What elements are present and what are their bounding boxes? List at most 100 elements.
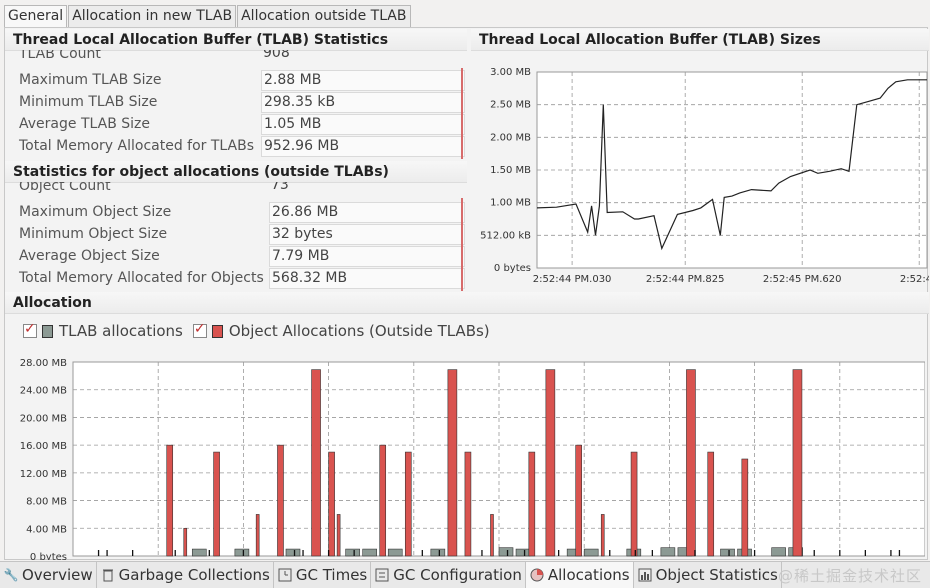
stat-value: 298.35 kB <box>261 92 465 113</box>
y-tick-label: 4.00 MB <box>26 524 67 535</box>
tab-label: Garbage Collections <box>118 566 270 584</box>
stat-value: 7.79 MB <box>269 246 465 267</box>
stat-value: 26.86 MB <box>269 202 465 223</box>
object-alloc-bar <box>741 458 749 557</box>
pie-icon <box>530 568 544 582</box>
tab-gc-times[interactable]: GC Times <box>274 562 372 588</box>
tab-allocation-outside-tlab[interactable]: Allocation outside TLAB <box>237 5 411 27</box>
tab-allocations[interactable]: Allocations <box>525 562 634 588</box>
tab-label: GC Configuration <box>393 566 522 584</box>
object-alloc-bar <box>328 451 335 557</box>
tab-label: Overview <box>22 566 93 584</box>
tlab-bar <box>515 548 531 557</box>
bottom-tab-bar: 🔧 Overview Garbage Collections GC Times … <box>0 561 930 588</box>
tab-general[interactable]: General <box>4 5 68 27</box>
stat-label: Average TLAB Size <box>19 116 150 132</box>
y-tick-label: 12.00 MB <box>20 469 67 480</box>
tab-object-statistics[interactable]: Object Statistics <box>634 562 782 588</box>
stat-value: 32 bytes <box>269 224 465 245</box>
tlab-bar <box>387 548 403 557</box>
tlab-swatch <box>42 324 53 338</box>
tlab-bar <box>771 547 786 557</box>
y-tick-label: 20.00 MB <box>20 413 67 424</box>
object-alloc-bar <box>528 451 536 557</box>
stat-label: Total Memory Allocated for Objects <box>19 270 264 286</box>
tlab-stats-title: Thread Local Allocation Buffer (TLAB) St… <box>5 29 467 51</box>
tlab-bar <box>285 548 301 557</box>
y-tick-label: 512.00 kB <box>480 230 531 241</box>
tlab-bar <box>234 548 250 557</box>
stat-row: Average Object Size 7.79 MB <box>19 246 465 268</box>
tab-label: Object Statistics <box>655 566 778 584</box>
watermark: @稀土掘金技术社区 <box>777 567 922 585</box>
tab-allocation-new-tlab[interactable]: Allocation in new TLAB <box>68 5 237 27</box>
stats-icon <box>638 568 652 582</box>
stat-label: Minimum Object Size <box>19 226 168 242</box>
object-alloc-checkbox[interactable] <box>192 321 207 338</box>
stat-value: 568.32 MB <box>269 268 465 289</box>
tlab-bar <box>660 547 676 557</box>
object-alloc-bar <box>379 444 387 557</box>
tlab-bar <box>430 548 446 557</box>
stat-row: Average TLAB Size 1.05 MB <box>19 114 465 136</box>
stat-label: TLAB Count <box>19 50 101 62</box>
object-alloc-bar <box>792 369 803 557</box>
tab-garbage-collections[interactable]: Garbage Collections <box>97 562 274 588</box>
allocation-chart: 28.00 MB 24.00 MB 20.00 MB 16.00 MB 12.00 MB… <box>20 358 925 560</box>
config-icon <box>375 568 389 582</box>
object-alloc-bar <box>255 514 260 557</box>
scroll-indicator[interactable] <box>461 198 463 291</box>
object-alloc-bar <box>575 444 582 557</box>
y-tick-label: 28.00 MB <box>20 358 67 369</box>
tab-label: GC Times <box>295 566 368 584</box>
object-alloc-bar <box>277 444 284 557</box>
object-alloc-bar <box>600 514 605 557</box>
stat-row: Total Memory Allocated for Objects 568.3… <box>19 268 465 290</box>
x-tick-label: 2:52:46 <box>900 274 929 285</box>
object-alloc-bar <box>490 514 494 557</box>
y-tick-label: 3.00 MB <box>490 67 531 78</box>
tlab-size-line <box>536 79 927 251</box>
stat-row: Maximum TLAB Size 2.88 MB <box>19 70 465 92</box>
legend-label-tlab: TLAB allocations <box>59 322 183 340</box>
tab-overview[interactable]: 🔧 Overview <box>0 562 97 588</box>
y-tick-label: 1.00 MB <box>490 198 531 209</box>
object-alloc-bar <box>404 451 412 557</box>
tlab-checkbox[interactable] <box>23 321 37 338</box>
legend-label-object: Object Allocations (Outside TLABs) <box>228 322 490 340</box>
stat-value: 73 <box>271 182 289 193</box>
tlab-bar <box>345 548 360 557</box>
tab-label: Allocations <box>547 566 630 584</box>
stat-value: 952.96 MB <box>261 136 465 157</box>
object-alloc-bar <box>464 451 472 557</box>
object-alloc-bar <box>336 514 341 557</box>
y-tick-label: 2.00 MB <box>490 132 531 143</box>
trash-icon <box>101 568 115 582</box>
y-tick-label: 24.00 MB <box>20 386 67 397</box>
scroll-indicator[interactable] <box>461 68 463 159</box>
object-alloc-swatch <box>211 324 223 338</box>
stat-value: 908 <box>263 50 290 61</box>
tlab-bar <box>498 547 514 557</box>
stat-label: Average Object Size <box>19 248 160 264</box>
stat-row: Minimum TLAB Size 298.35 kB <box>19 92 465 114</box>
clock-icon <box>278 568 292 582</box>
object-alloc-bar <box>213 451 220 557</box>
tlab-bar <box>720 548 735 557</box>
chart-legend: TLAB allocations Object Allocations (Out… <box>23 321 490 341</box>
object-alloc-bar <box>447 369 458 557</box>
stat-label: Maximum Object Size <box>19 204 172 220</box>
y-tick-label: 0 bytes <box>494 263 531 274</box>
object-alloc-bar <box>545 369 556 557</box>
stat-row: Object Count 73 <box>19 182 465 198</box>
top-tab-bar: General Allocation in new TLAB Allocatio… <box>4 5 412 28</box>
stat-label: Minimum TLAB Size <box>19 94 158 110</box>
tlab-bar <box>583 548 599 557</box>
allocation-title: Allocation <box>5 292 929 314</box>
y-tick-label: 1.50 MB <box>490 165 531 176</box>
y-tick-label: 8.00 MB <box>26 497 67 508</box>
stat-label: Total Memory Allocated for TLABs <box>19 138 255 154</box>
tab-gc-configuration[interactable]: GC Configuration <box>371 562 526 588</box>
stat-label: Object Count <box>19 182 111 194</box>
stat-value: 1.05 MB <box>261 114 465 135</box>
